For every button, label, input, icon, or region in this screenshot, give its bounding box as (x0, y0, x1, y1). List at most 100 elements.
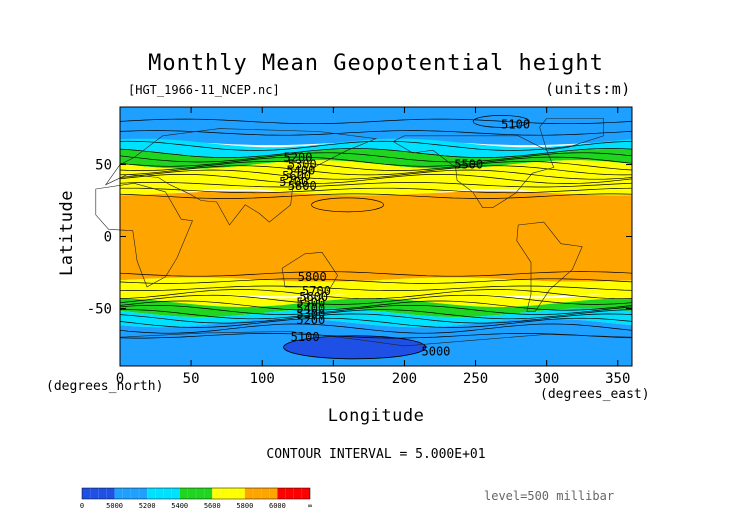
contour-line-6 (119, 161, 633, 171)
contour-line-20 (120, 309, 633, 320)
colorbar-tick-label: ∞ (308, 502, 312, 510)
colorbar-swatch (179, 488, 213, 499)
colorbar-swatch (82, 488, 115, 499)
band-2 (120, 148, 632, 169)
y-tick-label: 0 (104, 230, 112, 246)
x-tick-label: 100 (250, 371, 275, 387)
contour-lines (119, 115, 633, 339)
contour-line-12 (119, 193, 633, 199)
contour-label: 5500 (454, 158, 483, 172)
contour-line-21 (119, 313, 633, 324)
band-3 (120, 160, 632, 187)
colorbar-frame (81, 487, 311, 500)
contour-line-23 (119, 323, 633, 334)
coastline-5 (539, 118, 604, 151)
contour-line-15 (119, 285, 633, 291)
contour-line-11 (120, 187, 633, 194)
contour-line-3 (119, 148, 633, 158)
colorbar-tick-label: 5200 (139, 502, 156, 510)
coastline-2 (281, 251, 338, 293)
chart-title: Monthly Mean Geopotential height (148, 51, 604, 76)
band-1 (120, 138, 632, 158)
contour-line-9 (119, 174, 633, 184)
colorbar-swatch (114, 488, 148, 499)
coastlines (95, 118, 633, 347)
x-tick-label: 150 (321, 371, 346, 387)
colorbar-swatch (277, 488, 310, 499)
contour-label: 5700 (279, 175, 308, 189)
x-tick-label: 350 (605, 371, 630, 387)
contour-line-8 (119, 169, 633, 180)
contour-interval-label: CONTOUR INTERVAL = 5.000E+01 (266, 447, 485, 462)
contour-line-1 (119, 130, 633, 136)
units-label: (units:m) (545, 80, 631, 98)
color-bands (120, 107, 632, 366)
colorbar-tick-label: 0 (80, 502, 84, 510)
contour-line-7 (119, 165, 633, 176)
coastline-0 (95, 182, 193, 288)
y-tick-label: 50 (95, 158, 112, 174)
contour-line-4 (119, 152, 633, 163)
colorbar-swatch (212, 488, 245, 499)
contour-label: 5200 (284, 150, 313, 164)
colorbar-tick-label: 5800 (236, 502, 253, 510)
band-9 (120, 308, 632, 328)
contour-label: 5400 (286, 163, 315, 177)
contour-label: 5600 (282, 169, 311, 183)
contour-line-5 (119, 156, 633, 167)
contour-label: 5100 (501, 117, 530, 131)
x-tick-label: 250 (463, 371, 488, 387)
colorbar-swatch (244, 488, 278, 499)
contour-line-16 (119, 289, 633, 300)
colorbar-tick-label: 5400 (171, 502, 188, 510)
x-axis-label: Longitude (328, 406, 425, 426)
band-5 (120, 191, 632, 282)
colorbar-swatch (147, 488, 180, 499)
contour-line-13 (119, 271, 633, 277)
contour-line-19 (119, 304, 633, 315)
contour-line-18 (119, 300, 633, 311)
contour-line-22 (119, 317, 633, 328)
x-units-label: (degrees_east) (540, 387, 650, 402)
contour-line-17 (119, 294, 633, 305)
contour-line-24 (119, 333, 633, 339)
band-4 (120, 177, 632, 198)
low-region (283, 335, 427, 360)
colorbar-tick-label: 5000 (106, 502, 123, 510)
x-tick-label: 200 (392, 371, 417, 387)
x-axis-ticks: 0 50 100 150 200 250 300 350 (116, 107, 630, 387)
colorbar-tick-label: 6000 (269, 502, 286, 510)
contour-label: 5800 (288, 179, 317, 193)
contour-closed-tropic (311, 197, 384, 213)
coastline-1 (104, 128, 378, 226)
y-units-label: (degrees_north) (46, 379, 163, 394)
contour-label: 5600 (299, 290, 328, 304)
contour-closed-north (472, 115, 530, 128)
contour-label: 5500 (296, 296, 325, 310)
contour-label: 5800 (298, 270, 327, 284)
contour-label: 5200 (296, 313, 325, 327)
x-tick-label: 50 (183, 371, 200, 387)
contour-label: 5100 (291, 330, 320, 344)
colorbar: 0 5000 5200 5400 5600 5800 6000 ∞ (80, 487, 312, 510)
contour-label: 5300 (288, 158, 317, 172)
contour-label: 5700 (302, 284, 331, 298)
contour-line-14 (119, 278, 633, 284)
contour-label: 5400 (296, 301, 325, 315)
level-label: level=500 millibar (484, 489, 614, 503)
x-tick-label: 300 (534, 371, 559, 387)
contour-line-0 (119, 118, 633, 125)
contour-line-10 (119, 182, 633, 188)
coastline-3 (392, 135, 555, 208)
file-label: [HGT_1966-11_NCEP.nc] (128, 83, 280, 97)
contour-label: 5300 (296, 307, 325, 321)
y-axis-ticks: 50 0 -50 (87, 158, 632, 317)
band-6 (120, 277, 632, 297)
contour-line-2 (119, 140, 633, 151)
y-axis-label: Latitude (57, 190, 77, 276)
contour-label: 5000 (422, 345, 451, 359)
coastline-4 (516, 221, 583, 312)
y-tick-label: -50 (87, 301, 112, 317)
